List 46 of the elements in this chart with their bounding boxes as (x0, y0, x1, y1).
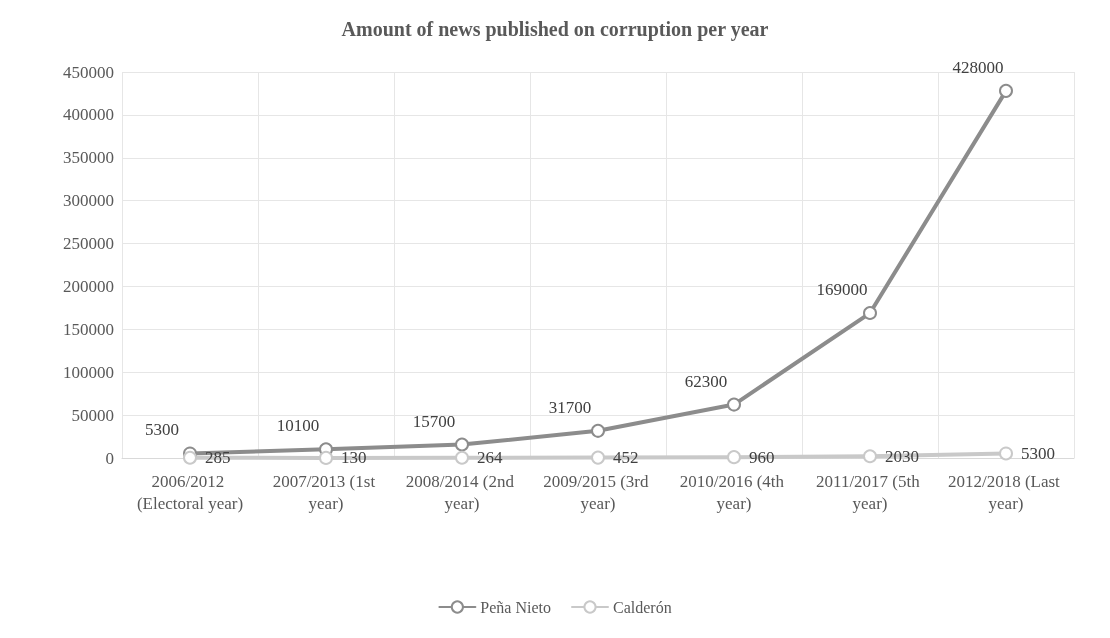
x-tick-label: 2007/2013 (1st year) (272, 471, 380, 513)
legend-label: Calderón (613, 598, 672, 616)
point (999, 83, 1013, 98)
x-tick-label: 2010/2016 (4th year) (679, 471, 789, 513)
x-tick-label: 2009/2015 (3rd year) (543, 471, 653, 513)
point (591, 423, 605, 438)
data-label: 428000 (952, 57, 1004, 77)
data-label: 62300 (684, 371, 728, 391)
y-tick-label: 450000 (63, 62, 114, 82)
point (319, 450, 333, 465)
data-label: 2030 (885, 446, 919, 466)
point (591, 450, 605, 465)
y-tick-label: 150000 (63, 319, 114, 339)
data-label: 31700 (548, 397, 592, 417)
legend-label: Peña Nieto (480, 598, 552, 616)
x-tick-label: 2012/2018 (Last year) (947, 471, 1065, 513)
data-label: 169000 (816, 280, 868, 300)
data-label: 452 (613, 448, 639, 468)
point (727, 397, 741, 412)
point (999, 446, 1013, 461)
data-label: 264 (477, 448, 503, 468)
x-tick-label: 2011/2017 (5th year) (816, 471, 924, 513)
y-tick-label: 100000 (63, 362, 114, 382)
data-label: 960 (749, 447, 775, 467)
x-tick-label: 2008/2014 (2nd year) (405, 471, 519, 513)
point (183, 450, 197, 465)
point (863, 449, 877, 464)
data-label: 130 (341, 448, 367, 468)
y-tick-label: 200000 (63, 276, 114, 296)
y-tick-label: 250000 (63, 234, 114, 254)
point (455, 450, 469, 465)
point (863, 306, 877, 321)
point (727, 450, 741, 465)
data-label: 285 (205, 448, 231, 468)
point (455, 437, 469, 452)
data-label: 15700 (412, 411, 456, 431)
x-tick-label: 2006/2012 (Electoral year) (136, 471, 244, 513)
data-label: 5300 (145, 420, 179, 440)
y-tick-label: 350000 (63, 148, 114, 168)
y-tick-label: 50000 (71, 405, 114, 425)
data-label: 10100 (276, 416, 320, 436)
y-tick-label: 0 (105, 448, 114, 468)
y-tick-label: 300000 (63, 191, 114, 211)
data-label: 5300 (1021, 443, 1055, 463)
chart-title: Amount of news published on corruption per year (341, 18, 769, 41)
y-tick-label: 400000 (63, 105, 114, 125)
